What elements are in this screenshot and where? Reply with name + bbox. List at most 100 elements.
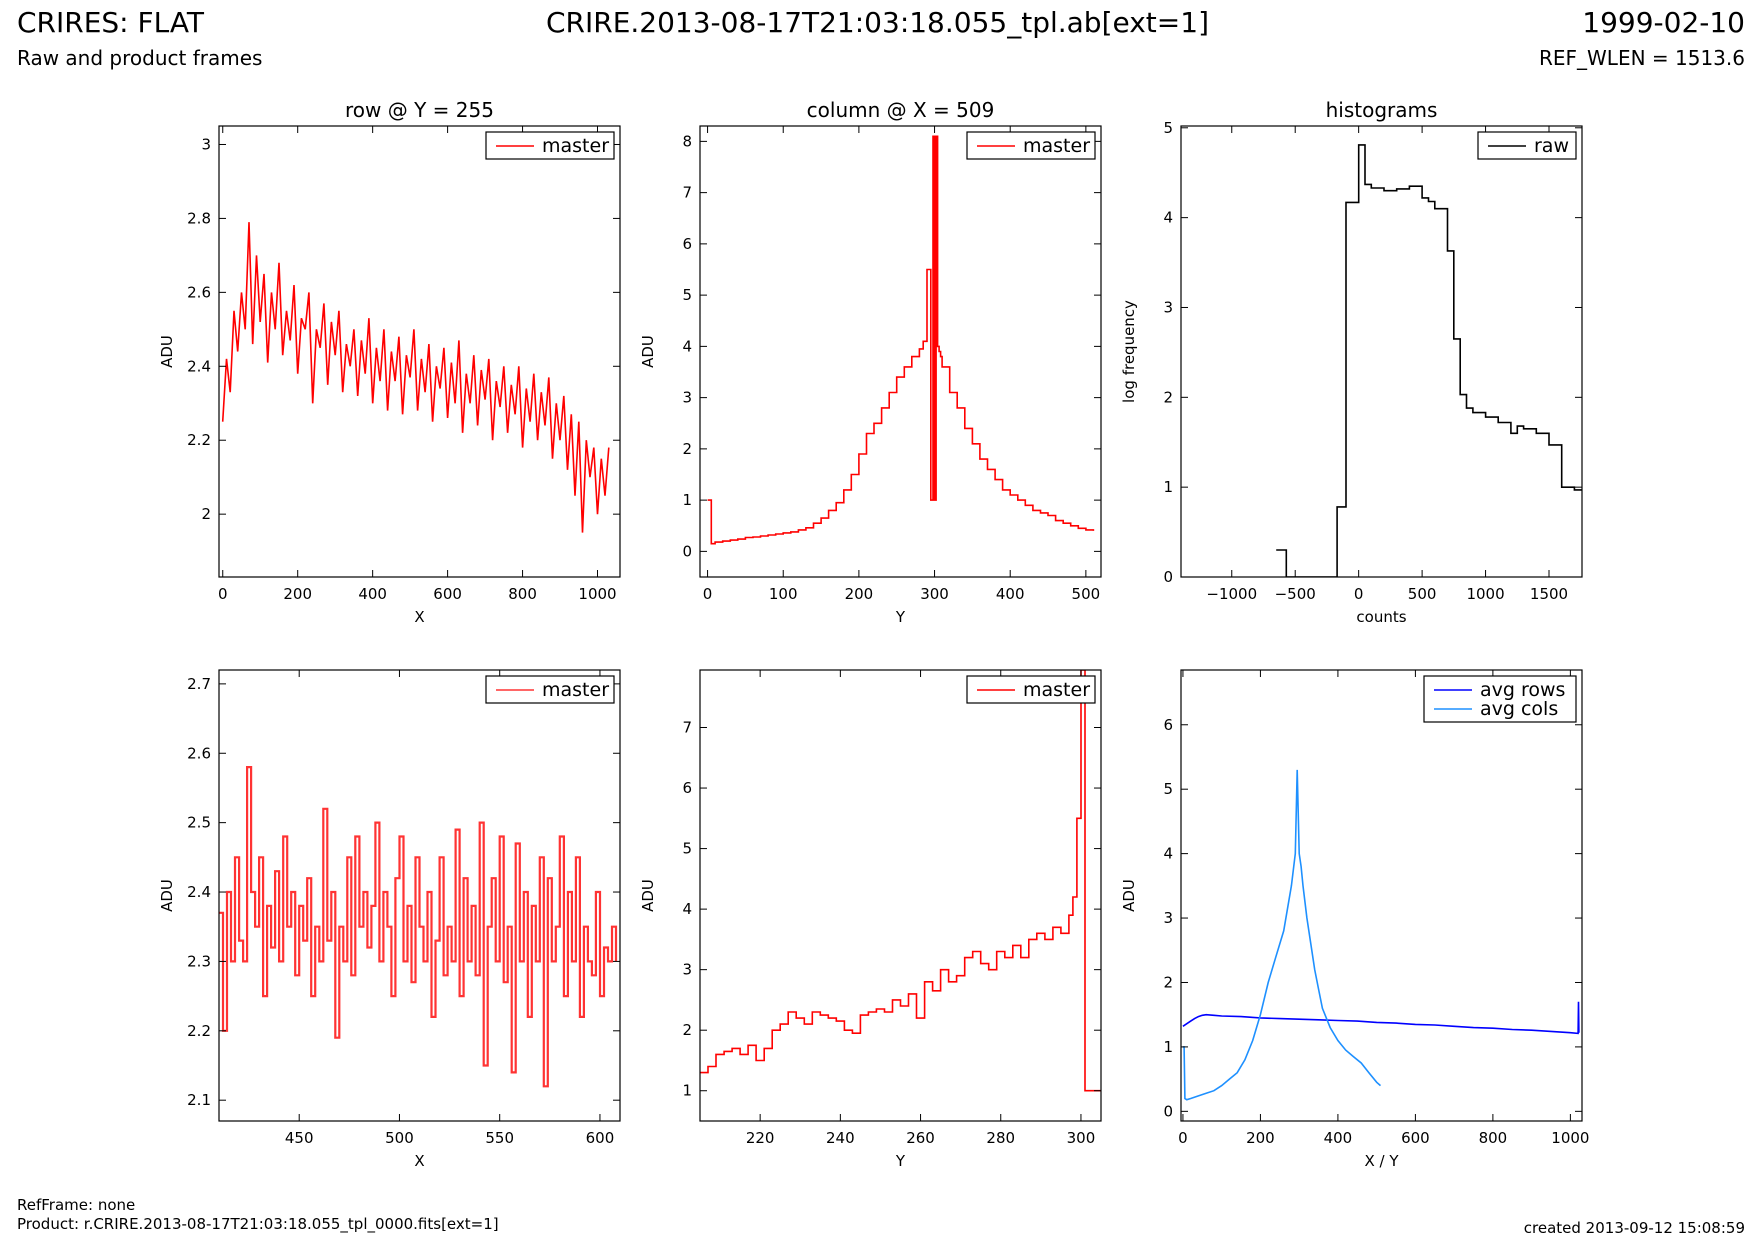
ref-frame-label: RefFrame: none: [17, 1196, 136, 1214]
legend: master: [485, 675, 615, 704]
x-tick-label: 200: [1246, 1129, 1275, 1147]
y-tick-label: 3: [1163, 298, 1173, 316]
x-tick-label: 450: [285, 1129, 314, 1147]
x-tick-label: −1000: [1206, 585, 1257, 603]
x-tick-label: 600: [1401, 1129, 1430, 1147]
x-tick-label: 100: [769, 585, 798, 603]
series-line-master: [707, 135, 1095, 545]
y-tick-label: 5: [682, 840, 692, 858]
x-tick-label: 280: [986, 1129, 1015, 1147]
y-tick-label: 5: [1163, 119, 1173, 137]
report-title: CRIRES: FLAT: [17, 6, 204, 39]
x-tick-label: 300: [920, 585, 949, 603]
x-axis-label: Y: [895, 1152, 906, 1170]
chart-panel-2: 0 100 200 300 400 500 0 1 2 3 4 5 6 7 8 column @ X = 50…: [639, 98, 1102, 626]
date-label: 1999-02-10: [1582, 6, 1745, 39]
y-tick-label: 6: [1163, 716, 1173, 734]
y-tick-label: 0: [1163, 1102, 1173, 1120]
x-tick-label: 0: [1354, 585, 1364, 603]
y-tick-label: 5: [1163, 780, 1173, 798]
axes-frame: [699, 125, 1102, 578]
chart-panel-1: 0 200 400 600 800 1000 2 2.2 2.4 2.6 2.8 3 row @ Y =…: [158, 98, 621, 626]
x-tick-label: 400: [358, 585, 387, 603]
x-tick-label: 550: [485, 1129, 514, 1147]
chart-panel-3: −1000 −500 0 500 1000 1500 0 1 2 3 4 5 histograms cou…: [1120, 98, 1583, 626]
y-axis-label: ADU: [158, 879, 176, 912]
x-axis-label: counts: [1356, 608, 1406, 626]
y-tick-label: 0: [682, 542, 692, 560]
chart-panel-4: 450 500 550 600 2.1 2.2 2.3 2.4 2.5 2.6 2.7 X ADU mas…: [158, 669, 621, 1170]
chart-title: row @ Y = 255: [345, 98, 494, 122]
series-line-master: [219, 765, 618, 1088]
x-tick-label: 500: [385, 1129, 414, 1147]
y-tick-label: 5: [682, 286, 692, 304]
x-tick-label: 240: [826, 1129, 855, 1147]
x-tick-label: 260: [906, 1129, 935, 1147]
chart-title: column @ X = 509: [807, 98, 995, 122]
y-tick-label: 0: [1163, 568, 1173, 586]
y-tick-label: 2.6: [187, 283, 211, 301]
y-axis-label: ADU: [639, 879, 657, 912]
y-tick-label: 4: [1163, 209, 1173, 227]
y-tick-label: 4: [682, 337, 692, 355]
legend: raw: [1477, 131, 1577, 160]
y-tick-label: 7: [682, 719, 692, 737]
legend: master: [485, 131, 615, 160]
series-line-avg-cols: [1182, 769, 1382, 1101]
legend-entry: avg cols: [1480, 698, 1558, 720]
y-tick-label: 2.1: [187, 1091, 211, 1109]
y-tick-label: 3: [682, 961, 692, 979]
y-tick-label: 6: [682, 235, 692, 253]
series-line-avg-rows: [1182, 1001, 1580, 1035]
y-tick-label: 2.8: [187, 209, 211, 227]
x-tick-label: 400: [996, 585, 1025, 603]
x-axis-label: X: [414, 608, 424, 626]
x-axis-label: X / Y: [1364, 1152, 1399, 1170]
y-axis-label: ADU: [639, 335, 657, 368]
y-tick-label: 2.6: [187, 744, 211, 762]
y-tick-label: 2.4: [187, 883, 211, 901]
file-title: CRIRE.2013-08-17T21:03:18.055_tpl.ab[ext…: [545, 6, 1209, 39]
y-axis-label: ADU: [1120, 879, 1138, 912]
y-tick-label: 4: [682, 900, 692, 918]
legend: master: [966, 675, 1096, 704]
axes-frame: [1180, 669, 1583, 1122]
legend-entry: master: [542, 679, 609, 701]
y-tick-label: 2.5: [187, 814, 211, 832]
x-tick-label: 1000: [1466, 585, 1504, 603]
axes-frame: [699, 669, 1102, 1122]
x-tick-label: 200: [283, 585, 312, 603]
y-tick-label: 2.2: [187, 431, 211, 449]
product-label: Product: r.CRIRE.2013-08-17T21:03:18.055…: [17, 1215, 499, 1233]
x-tick-label: 600: [433, 585, 462, 603]
y-tick-label: 2.3: [187, 952, 211, 970]
x-tick-label: 800: [508, 585, 537, 603]
x-tick-label: 1000: [578, 585, 616, 603]
x-tick-label: 600: [586, 1129, 615, 1147]
x-axis-label: X: [414, 1152, 424, 1170]
y-axis-label: log frequency: [1120, 300, 1138, 403]
y-tick-label: 1: [682, 1082, 692, 1100]
x-tick-label: 0: [218, 585, 228, 603]
created-label: created 2013-09-12 15:08:59: [1523, 1219, 1745, 1237]
y-tick-label: 2: [1163, 388, 1173, 406]
x-tick-label: 0: [703, 585, 713, 603]
y-tick-label: 2: [682, 1021, 692, 1039]
legend-entry: master: [1023, 135, 1090, 157]
chart-panel-5: 220 240 260 280 300 1 2 3 4 5 6 7 Y ADU master: [639, 669, 1102, 1170]
chart-title: histograms: [1326, 98, 1438, 122]
x-tick-label: −500: [1275, 585, 1316, 603]
x-axis-label: Y: [895, 608, 906, 626]
y-tick-label: 3: [682, 389, 692, 407]
report-subtitle: Raw and product frames: [17, 46, 263, 70]
series-line-master: [221, 222, 610, 533]
y-tick-label: 1: [1163, 1038, 1173, 1056]
x-tick-label: 500: [1408, 585, 1437, 603]
x-tick-label: 400: [1324, 1129, 1353, 1147]
series-line-raw: [1276, 144, 1582, 577]
x-tick-label: 220: [746, 1129, 775, 1147]
y-tick-label: 3: [1163, 909, 1173, 927]
x-tick-label: 300: [1067, 1129, 1096, 1147]
